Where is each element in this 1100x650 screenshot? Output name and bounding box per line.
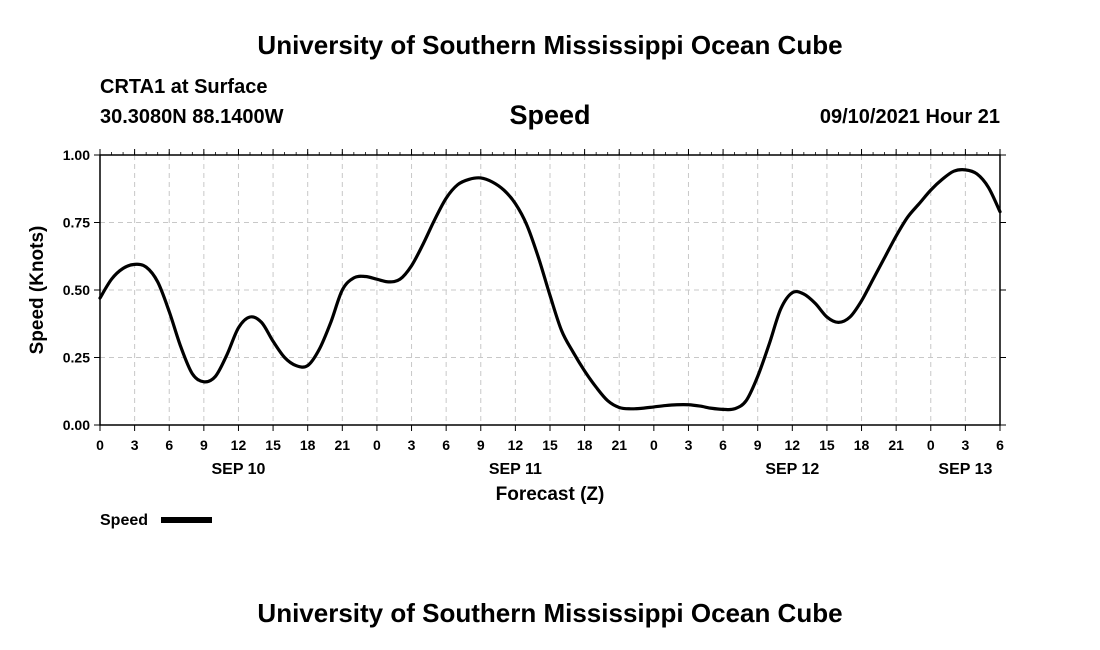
date-label: SEP 11: [489, 461, 542, 478]
x-tick-label: 18: [854, 437, 870, 453]
x-tick-label: 18: [300, 437, 316, 453]
x-tick-label: 3: [685, 437, 693, 453]
date-label: SEP 13: [938, 461, 992, 478]
variable-title: Speed: [509, 100, 591, 130]
x-tick-label: 6: [442, 437, 450, 453]
x-tick-label: 3: [408, 437, 416, 453]
x-tick-label: 0: [650, 437, 658, 453]
x-tick-label: 21: [335, 437, 351, 453]
x-axis-title: Forecast (Z): [496, 484, 605, 505]
y-axis-title: Speed (Knots): [27, 226, 48, 355]
x-tick-label: 15: [542, 437, 558, 453]
series-line-speed: [98, 168, 1002, 412]
series-layer: [98, 168, 1002, 412]
x-tick-label: 3: [131, 437, 139, 453]
x-tick-label: 18: [577, 437, 593, 453]
legend-label: Speed: [100, 512, 148, 529]
y-tick-label: 0.25: [63, 350, 90, 366]
grid: [100, 155, 1000, 425]
x-tick-label: 9: [200, 437, 208, 453]
datetime-label: 09/10/2021 Hour 21: [819, 106, 1000, 128]
plot-frame: [99, 154, 1001, 426]
x-tick-label: 9: [754, 437, 762, 453]
station-label: CRTA1 at Surface: [100, 76, 268, 98]
y-tick-label: 0.75: [63, 215, 90, 231]
x-tick-label: 15: [819, 437, 835, 453]
page-title: University of Southern Mississippi Ocean…: [257, 30, 843, 60]
x-tick-label: 12: [785, 437, 801, 453]
x-tick-label: 9: [477, 437, 485, 453]
x-tick-label: 0: [927, 437, 935, 453]
x-tick-label: 15: [265, 437, 281, 453]
footer-title: University of Southern Mississippi Ocean…: [257, 598, 843, 628]
x-tick-label: 0: [373, 437, 381, 453]
x-tick-label: 0: [96, 437, 104, 453]
y-tick-label: 0.00: [63, 417, 90, 433]
x-tick-label: 12: [508, 437, 524, 453]
x-tick-label: 12: [231, 437, 247, 453]
x-tick-label: 21: [888, 437, 904, 453]
y-tick-label: 0.50: [63, 282, 90, 298]
date-label: SEP 12: [765, 461, 819, 478]
date-label: SEP 10: [211, 461, 265, 478]
y-tick-label: 1.00: [63, 147, 90, 163]
x-tick-label: 6: [165, 437, 173, 453]
x-tick-label: 6: [996, 437, 1004, 453]
x-tick-label: 6: [719, 437, 727, 453]
x-tick-label: 3: [961, 437, 969, 453]
x-tick-label: 21: [611, 437, 627, 453]
coordinates-label: 30.3080N 88.1400W: [100, 106, 284, 128]
